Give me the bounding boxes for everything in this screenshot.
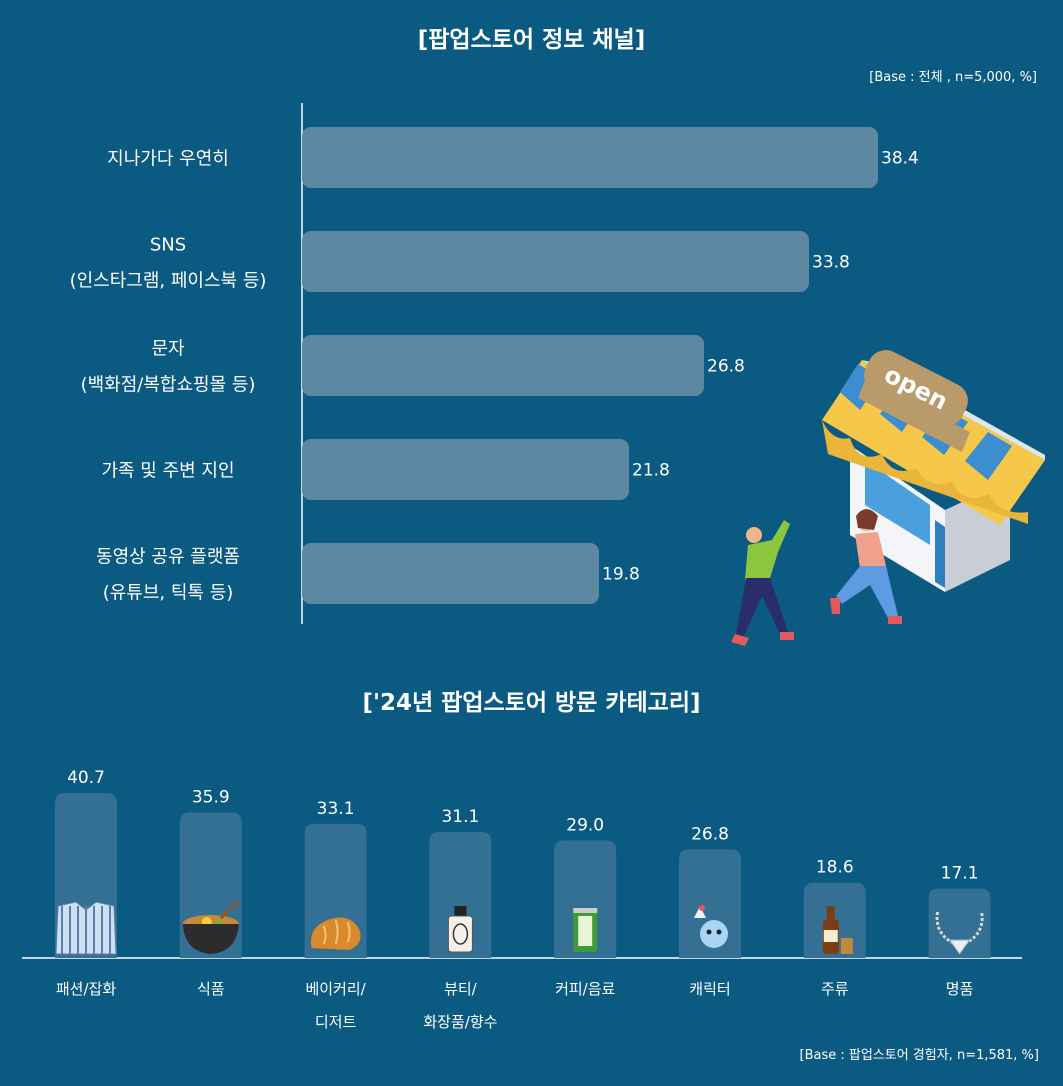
chart2-category-label: 캐릭터 (689, 980, 730, 998)
chart1-category-label: 지나가다 우연히 (107, 149, 229, 170)
necklace-icon (935, 911, 984, 955)
chart2-category-label: 베이커리/ (305, 980, 366, 998)
chart2-category-label: 주류 (821, 980, 849, 998)
chart1-value-label: 26.8 (707, 357, 745, 377)
chart1-title: [팝업스토어 정보 채널] (417, 27, 646, 53)
chart1-category-label: (백화점/복합쇼핑몰 등) (81, 375, 256, 396)
chart2-category-label: 커피/음료 (555, 980, 615, 998)
shirt-icon (55, 901, 117, 955)
chart1-value-label: 33.8 (812, 253, 850, 273)
perfume-icon (447, 906, 473, 953)
chart2-base-note: [Base : 팝업스토어 경험자, n=1,581, %] (799, 1048, 1040, 1063)
chart2-category-label: 화장품/향수 (423, 1013, 497, 1031)
chart2-value-label: 18.6 (816, 858, 854, 878)
chart1-bar (302, 543, 599, 604)
chart1-category-label: (인스타그램, 페이스북 등) (70, 271, 267, 292)
chart1-bar (302, 231, 809, 292)
chart2-value-label: 26.8 (691, 824, 729, 844)
chart2-title: ['24년 팝업스토어 방문 카테고리] (362, 690, 701, 716)
chart2-bar (429, 831, 492, 958)
chart1-category-label: 동영상 공유 플랫폼 (96, 547, 240, 568)
chart2-category-label: 뷰티/ (444, 980, 478, 998)
drink-can-icon (573, 908, 598, 952)
chart2-value-label: 35.9 (192, 787, 230, 807)
chart1-value-label: 19.8 (602, 565, 640, 585)
chart2-value-label: 31.1 (441, 807, 479, 827)
chart1-category-label: 가족 및 주변 지인 (101, 461, 234, 482)
chart1-base-note: [Base : 전체 , n=5,000, %] (869, 70, 1037, 85)
chart2-value-label: 40.7 (67, 768, 105, 788)
chart1-category-label: SNS (150, 235, 186, 256)
chart1-value-label: 21.8 (632, 461, 670, 481)
chart2-category-label: 패션/잡화 (56, 980, 116, 998)
character-icon (694, 905, 728, 948)
ramen-icon (182, 900, 240, 954)
chart1-category-label: 문자 (151, 339, 185, 360)
chart1-bar (302, 335, 704, 396)
chart2-category-label: 식품 (197, 980, 225, 998)
chart1-category-label: (유튜브, 틱톡 등) (103, 583, 234, 604)
chart1-value-label: 38.4 (881, 149, 919, 169)
chart2-value-label: 29.0 (566, 815, 604, 835)
chart2-value-label: 17.1 (941, 864, 979, 884)
chart2-category-label: 명품 (946, 980, 974, 998)
chart1-bar (302, 127, 878, 188)
chart2-category-label: 디저트 (315, 1013, 357, 1031)
chart2-bar (554, 840, 617, 958)
chart2-value-label: 33.1 (317, 799, 355, 819)
bread-icon (310, 917, 361, 950)
chart1-bar (302, 439, 629, 500)
chart2-bar (928, 888, 991, 958)
whiskey-icon (822, 906, 853, 954)
